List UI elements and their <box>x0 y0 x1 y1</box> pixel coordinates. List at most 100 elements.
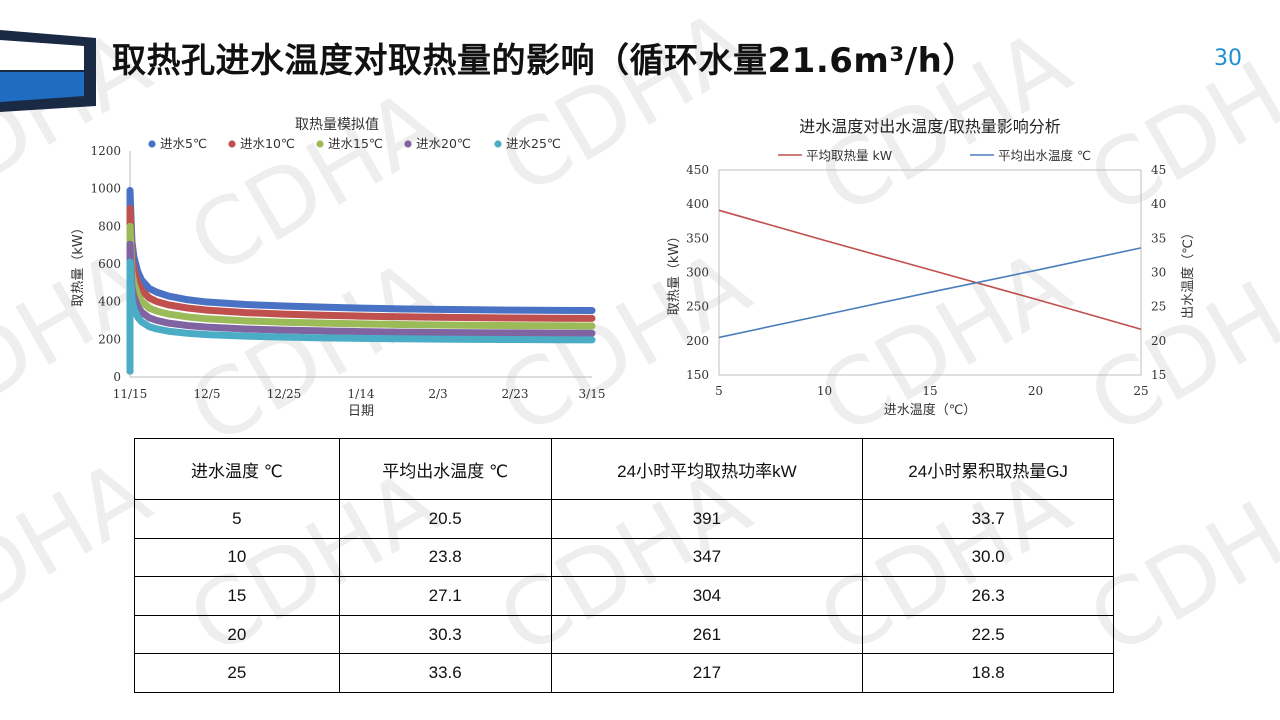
y2-axis-label: 出水温度（℃） <box>1180 226 1196 319</box>
chart-legend: 平均取热量 kW 平均出水温度 ℃ <box>778 148 1091 163</box>
y-tick-label: 1200 <box>90 144 121 158</box>
table-cell: 18.8 <box>862 653 1114 693</box>
legend-marker <box>404 140 412 148</box>
x-tick-label: 2/23 <box>502 387 529 401</box>
table-header-row: 进水温度 ℃ 平均出水温度 ℃ 24小时平均取热功率kW 24小时累积取热量GJ <box>134 438 1114 500</box>
y-tick-label: 350 <box>686 231 709 245</box>
x-tick-label: 5 <box>715 384 723 398</box>
legend-marker <box>228 140 236 148</box>
data-series <box>126 187 596 375</box>
table-row: 15 27.1 304 26.3 <box>134 576 1114 616</box>
chart-legend: 进水5℃ 进水10℃ 进水15℃ 进水20℃ 进水25℃ <box>148 136 561 151</box>
table-cell: 25 <box>134 653 340 693</box>
table-cell: 23.8 <box>338 537 552 578</box>
y2-tick-label: 30 <box>1151 266 1166 280</box>
x-tick-label: 15 <box>922 384 937 398</box>
y-tick-label: 200 <box>686 334 709 348</box>
y-axis-label: 取热量（kW） <box>667 230 682 315</box>
table-cell: 30.0 <box>862 537 1114 578</box>
legend-marker <box>316 140 324 148</box>
table-row: 5 20.5 391 33.7 <box>134 499 1114 539</box>
data-series <box>126 204 596 375</box>
x-tick-label: 20 <box>1028 384 1043 398</box>
header-avg-power: 24小时平均取热功率kW <box>550 438 864 500</box>
series-line <box>718 209 1142 330</box>
y-tick-label: 800 <box>98 219 121 233</box>
series-line <box>718 247 1142 339</box>
y-tick-label: 1000 <box>90 182 121 196</box>
table-cell: 27.1 <box>338 576 552 616</box>
table-cell: 20 <box>134 614 340 655</box>
series-line <box>126 240 596 337</box>
header-inlet-temp: 进水温度 ℃ <box>134 438 340 500</box>
table-cell: 22.5 <box>862 614 1114 655</box>
x-tick-label: 10 <box>817 384 832 398</box>
y2-tick-label: 45 <box>1151 163 1166 177</box>
table-cell: 261 <box>550 614 864 655</box>
table-cell: 217 <box>550 653 864 693</box>
x-tick-label: 11/15 <box>113 387 148 401</box>
y-tick-label: 0 <box>113 370 121 384</box>
legend-label: 进水20℃ <box>416 136 471 151</box>
y-tick-label: 400 <box>98 295 121 309</box>
slide-title: 取热孔进水温度对取热量的影响（循环水量21.6m³/h） <box>112 41 977 81</box>
table-cell: 33.7 <box>862 499 1114 539</box>
table-row: 20 30.3 261 22.5 <box>134 614 1114 655</box>
company-logo <box>0 30 96 112</box>
series-line <box>126 187 596 315</box>
chart-title: 进水温度对出水温度/取热量影响分析 <box>799 117 1060 136</box>
legend-label: 进水25℃ <box>506 136 561 151</box>
x-tick-label: 12/5 <box>194 387 221 401</box>
y-axis-label: 取热量（kW） <box>71 221 86 306</box>
legend-marker <box>148 140 156 148</box>
y-tick-label: 600 <box>98 257 121 271</box>
table-row: 25 33.6 217 18.8 <box>134 653 1114 693</box>
legend-label: 进水15℃ <box>328 136 383 151</box>
results-table: 进水温度 ℃ 平均出水温度 ℃ 24小时平均取热功率kW 24小时累积取热量GJ… <box>134 438 1114 693</box>
table-cell: 20.5 <box>338 499 552 539</box>
y2-tick-label: 35 <box>1151 231 1166 245</box>
x-axis-label: 日期 <box>348 404 374 419</box>
table-cell: 5 <box>134 499 340 539</box>
page-number: 30 <box>1214 46 1242 71</box>
legend-label: 进水10℃ <box>240 136 295 151</box>
y2-tick-label: 15 <box>1151 368 1166 382</box>
y-tick-label: 200 <box>98 332 121 346</box>
series-line <box>126 258 596 344</box>
y2-tick-label: 40 <box>1151 197 1166 211</box>
table-cell: 391 <box>550 499 864 539</box>
header-outlet-temp: 平均出水温度 ℃ <box>338 438 552 500</box>
table-cell: 30.3 <box>338 614 552 655</box>
chart-title: 取热量模拟值 <box>295 117 379 133</box>
table-cell: 347 <box>550 537 864 578</box>
y-tick-label: 250 <box>686 300 709 314</box>
table-cell: 304 <box>550 576 864 616</box>
legend-label: 平均取热量 kW <box>806 148 892 163</box>
y-tick-label: 400 <box>686 197 709 211</box>
data-series <box>126 258 596 375</box>
x-tick-label: 1/14 <box>348 387 375 401</box>
y2-tick-label: 20 <box>1151 334 1166 348</box>
plot-area-border <box>718 169 1142 376</box>
x-tick-label: 25 <box>1133 384 1148 398</box>
table-cell: 26.3 <box>862 576 1114 616</box>
x-axis-label: 进水温度（℃） <box>884 402 977 418</box>
table-row: 10 23.8 347 30.0 <box>134 537 1114 578</box>
y2-tick-label: 25 <box>1151 300 1166 314</box>
x-tick-label: 3/15 <box>579 387 606 401</box>
legend-label: 平均出水温度 ℃ <box>998 148 1091 163</box>
legend-label: 进水5℃ <box>160 136 207 151</box>
table-cell: 33.6 <box>338 653 552 693</box>
y-tick-label: 150 <box>686 368 709 382</box>
series-line <box>126 222 596 330</box>
header-cumulative-heat: 24小时累积取热量GJ <box>862 438 1114 500</box>
x-tick-label: 12/25 <box>267 387 302 401</box>
series-line <box>126 204 596 322</box>
y-tick-label: 450 <box>686 163 709 177</box>
table-cell: 10 <box>134 537 340 578</box>
x-tick-label: 2/3 <box>428 387 447 401</box>
y-tick-label: 300 <box>686 266 709 280</box>
table-cell: 15 <box>134 576 340 616</box>
